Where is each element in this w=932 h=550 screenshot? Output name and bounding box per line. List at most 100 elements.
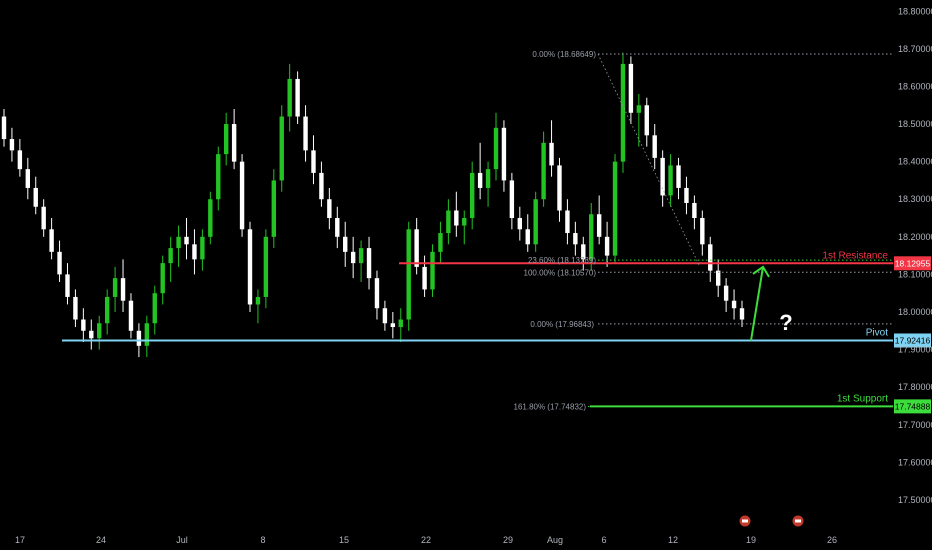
price-tick-label: 18.80000 <box>898 6 932 16</box>
price-tick-label: 18.50000 <box>898 119 932 129</box>
candle-body <box>73 296 78 320</box>
level-name-label: 1st Support <box>837 393 888 404</box>
candle-body <box>208 199 213 237</box>
candle-body <box>390 323 396 328</box>
price-tick-label: 18.20000 <box>898 232 932 242</box>
candle-body <box>81 319 86 331</box>
candle-body <box>477 172 483 188</box>
price-axis[interactable]: 18.80000 18.70000 18.60000 18.50000 18.40000… <box>898 6 932 505</box>
question-mark-annotation: ? <box>779 310 792 335</box>
candle-body <box>612 161 618 256</box>
annotation-layer: ? <box>750 265 793 341</box>
candle-body <box>295 78 300 117</box>
candle-body <box>446 210 451 234</box>
candle-body <box>660 157 665 196</box>
candle-body <box>223 124 229 155</box>
candle-body <box>604 236 610 256</box>
candle-body <box>541 142 546 200</box>
time-tick-label: 29 <box>503 535 513 545</box>
candle-body <box>136 330 142 346</box>
candle-body <box>692 202 697 219</box>
candle-body <box>581 244 586 260</box>
candle-body <box>216 154 221 200</box>
candle-body <box>279 116 284 181</box>
candle-body <box>565 210 570 234</box>
levels-layer: 1st Resistance 18.12955 Pivot 17.92416 1st S… <box>62 250 931 414</box>
candle-body <box>422 266 427 290</box>
candle-body <box>628 63 634 113</box>
candle-body <box>636 105 642 113</box>
candle-body <box>406 229 411 320</box>
fib-level-label: 0.00% (17.96843) <box>530 320 594 329</box>
price-tag <box>894 399 931 414</box>
candle-body <box>700 218 705 245</box>
candle-body <box>271 180 277 237</box>
candle-body <box>327 199 332 219</box>
candle-body <box>358 248 364 264</box>
candle-body <box>668 165 673 196</box>
candle-body <box>501 127 507 181</box>
candle-body <box>652 135 657 158</box>
candle-body <box>485 169 491 188</box>
fib-level-label: 161.80% (17.74832) <box>514 403 587 412</box>
candle-body <box>366 248 372 279</box>
candle-body <box>255 296 261 305</box>
candle-body <box>120 278 126 301</box>
time-tick-label: 6 <box>601 535 606 545</box>
candle-body <box>731 300 737 309</box>
candle-body <box>112 278 118 297</box>
price-tick-label: 18.10000 <box>898 269 932 279</box>
time-tick-label: Jul <box>176 535 188 545</box>
fib-trend-line <box>597 53 701 268</box>
time-tick-label: 8 <box>260 535 265 545</box>
candle-body <box>335 218 340 237</box>
time-tick-label: 26 <box>827 535 837 545</box>
arrow-head-icon <box>752 265 770 278</box>
candle-body <box>462 218 467 226</box>
candle-body <box>723 285 729 301</box>
candle-body <box>343 236 348 252</box>
price-tag-value: 18.12955 <box>895 258 931 268</box>
candle-body <box>517 218 523 230</box>
candle-body <box>493 127 499 170</box>
candle-body <box>382 308 388 324</box>
price-tick-label: 17.80000 <box>898 382 932 392</box>
candle-body <box>239 161 245 230</box>
candle-body <box>97 323 102 339</box>
candle-body <box>533 199 538 245</box>
candle-body <box>25 169 31 188</box>
candle-body <box>739 308 745 320</box>
candle-body <box>184 236 189 245</box>
projection-arrow <box>750 266 764 341</box>
candle-body <box>33 187 38 207</box>
time-tick-label: 12 <box>668 535 678 545</box>
candle-body <box>438 233 443 252</box>
price-tag-value: 17.74888 <box>895 401 931 411</box>
time-tick-label: Aug <box>547 535 563 545</box>
candle-body <box>89 330 94 339</box>
candle-body <box>708 244 713 271</box>
candle-body <box>200 236 205 260</box>
candle-body <box>549 142 554 166</box>
candle-body <box>469 172 475 219</box>
candle-body <box>41 206 46 230</box>
candle-body <box>573 233 578 245</box>
candle-body <box>525 229 530 245</box>
flag-icon <box>795 519 801 523</box>
candle-body <box>715 270 721 286</box>
price-tick-label: 18.30000 <box>898 194 932 204</box>
candle-body <box>287 78 292 117</box>
time-axis[interactable]: 17 24 Jul 8 15 22 29 Aug 6 12 19 26 <box>15 515 837 546</box>
candle-body <box>263 236 269 297</box>
flag-icon <box>742 519 748 523</box>
price-tick-label: 17.60000 <box>898 457 932 467</box>
candle-body <box>231 124 237 162</box>
fib-labels-layer: 0.00% (18.68649) 23.60% (18.13789) 100.00%… <box>514 50 893 412</box>
candle-body <box>557 165 562 211</box>
candle-body <box>596 214 602 237</box>
candle-body <box>454 210 459 226</box>
fib-level-label: 0.00% (18.68649) <box>532 50 596 59</box>
candle-body <box>168 248 173 264</box>
